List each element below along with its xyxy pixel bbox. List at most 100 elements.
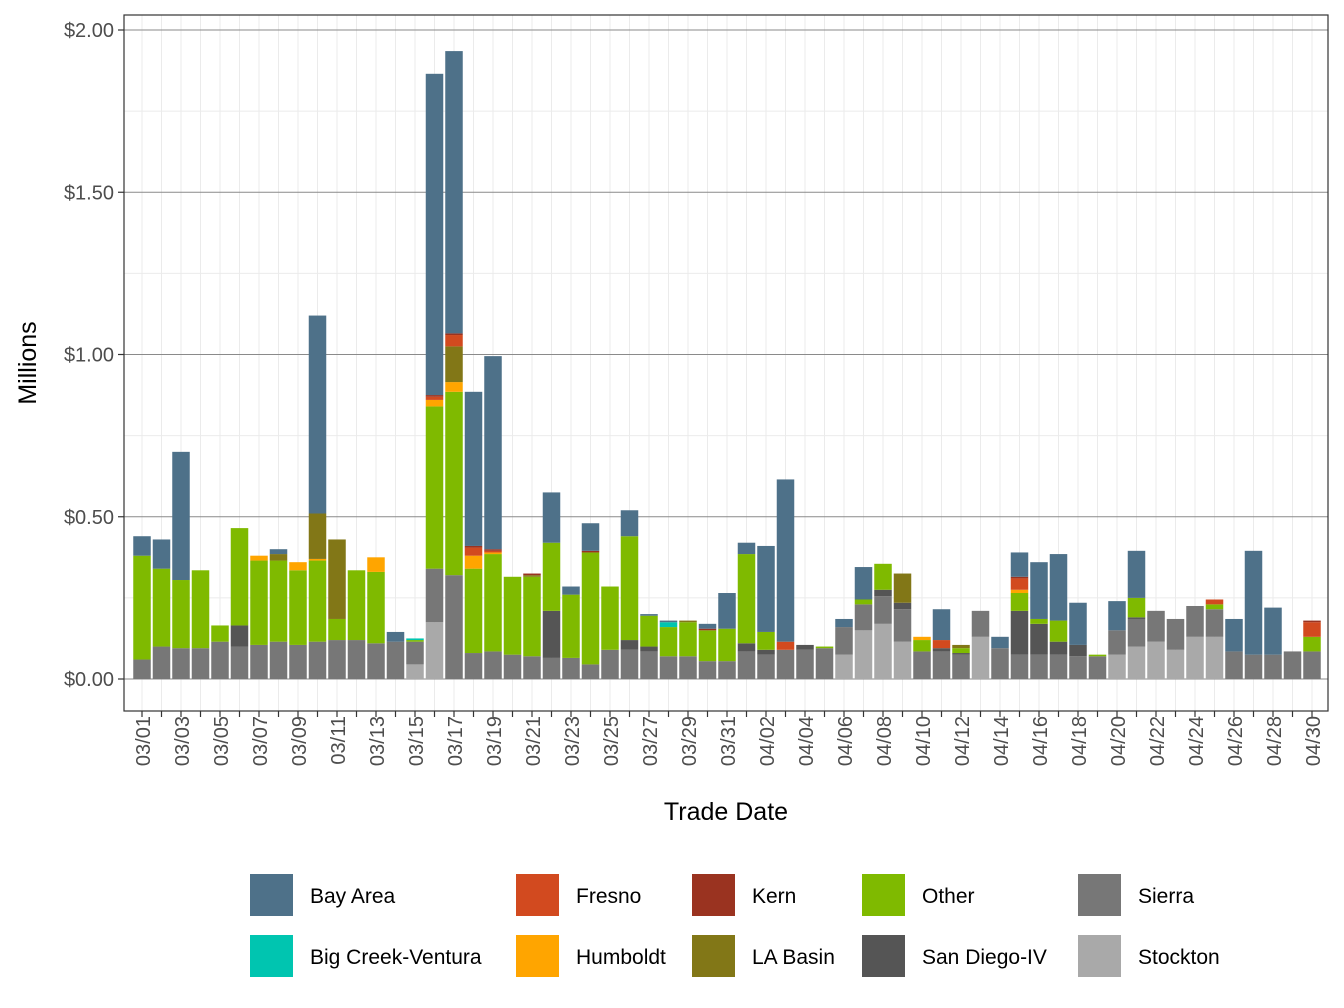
bar-segment-humboldt — [367, 557, 385, 572]
bar-segment-bay-area — [854, 567, 873, 600]
bar-segment-sierra — [425, 568, 444, 623]
bar-segment-san-diego-iv — [1049, 641, 1068, 655]
bar-segment-other — [191, 570, 210, 649]
x-tick-label: 03/15 — [406, 716, 428, 766]
legend: Bay Area Fresno Kern Other Sierra Big Creek-V… — [250, 874, 1220, 977]
bar-segment-stockton — [854, 630, 873, 679]
x-axis-title: Trade Date — [664, 798, 788, 826]
bar-segment-bay-area — [737, 542, 756, 555]
bar-segment-sierra — [601, 649, 619, 679]
y-tick-label: $0.00 — [64, 669, 114, 691]
bar-segment-other — [367, 571, 385, 644]
bar-segment-other — [640, 615, 658, 647]
bar-segment-other — [484, 554, 502, 652]
bar-segment-other — [562, 594, 580, 658]
bar-segment-sierra — [893, 609, 912, 642]
bar-segment-stockton — [1186, 636, 1204, 679]
bar-segment-humboldt — [289, 562, 307, 571]
bar-segment-sierra — [1225, 651, 1243, 679]
y-tick-label: $1.00 — [64, 345, 114, 367]
bar-segment-la-basin — [952, 644, 970, 649]
bar-segment-san-diego-iv — [1010, 610, 1029, 655]
bar-segment-sierra — [659, 656, 678, 679]
x-tick-label: 03/05 — [211, 716, 233, 766]
bar-segment-other — [679, 622, 697, 657]
bar-segment-other — [1205, 604, 1224, 610]
bar-segment-la-basin — [445, 346, 463, 383]
legend-label-san-diego-iv: San Diego-IV — [922, 946, 1047, 969]
x-tick-label: 04/30 — [1303, 716, 1325, 766]
bar-segment-la-basin — [328, 539, 346, 619]
x-tick-label: 03/17 — [445, 716, 467, 766]
bar-segment-sierra — [757, 654, 775, 679]
bar-segment-fresno — [445, 335, 463, 347]
bar-segment-stockton — [971, 636, 990, 679]
bar-segment-fresno — [464, 547, 483, 556]
legend-label-sierra: Sierra — [1138, 885, 1194, 908]
bar-segment-stockton — [1205, 636, 1224, 679]
legend-label-kern: Kern — [752, 885, 796, 908]
bar-segment-sierra — [289, 644, 307, 679]
bar-segment-san-diego-iv — [757, 649, 775, 655]
bar-segment-other — [445, 391, 463, 576]
bar-segment-sierra — [523, 656, 541, 679]
bar-segment-humboldt — [425, 399, 444, 407]
bar-segment-san-diego-iv — [874, 589, 892, 597]
bar-segment-stockton — [835, 654, 853, 679]
bar-segment-kern — [484, 549, 502, 551]
x-tick-label: 04/18 — [1069, 716, 1091, 766]
bar-segment-other — [620, 536, 639, 641]
bar-segment-other — [718, 628, 736, 662]
x-tick-label: 04/28 — [1264, 716, 1286, 766]
x-tick-label: 04/10 — [913, 716, 935, 766]
bar-segment-bay-area — [698, 623, 717, 629]
bar-segment-sierra — [718, 661, 736, 679]
bar-segment-sierra — [133, 659, 151, 679]
bar-segment-sierra — [1010, 654, 1029, 679]
x-tick-label: 04/24 — [1186, 716, 1208, 766]
x-tick-label: 04/08 — [874, 716, 896, 766]
bar-segment-sierra — [230, 646, 249, 679]
bar-segment-sierra — [367, 643, 385, 679]
bar-segment-kern — [1010, 576, 1029, 579]
bar-segment-la-basin — [269, 554, 288, 561]
bar-segment-fresno — [1010, 578, 1029, 590]
bar-segment-other — [503, 576, 522, 655]
bar-segment-sierra — [562, 657, 580, 679]
legend-label-humboldt: Humboldt — [576, 946, 666, 969]
bar-segment-sierra — [211, 641, 229, 679]
bar-segment-bay-area — [269, 549, 288, 555]
bar-segment-sierra — [874, 596, 892, 624]
bar-segment-bay-area — [1069, 602, 1087, 645]
bar-segment-bay-area — [718, 593, 736, 629]
bar-segment-other — [464, 568, 483, 654]
bar-segment-other — [1049, 620, 1068, 642]
bar-segment-sierra — [679, 656, 697, 679]
x-tick-label: 04/12 — [952, 716, 974, 766]
bar-segment-la-basin — [308, 513, 327, 559]
bar-segment-sierra — [1166, 618, 1185, 650]
bar-segment-other — [913, 640, 931, 652]
bar-segment-kern — [445, 333, 463, 336]
legend-key-stockton — [1078, 935, 1121, 977]
bar-segment-bay-area — [1244, 550, 1263, 655]
y-tick-label: $1.50 — [64, 182, 114, 204]
bar-segment-other — [601, 586, 619, 650]
bar-segment-bay-area — [1127, 550, 1146, 598]
bar-segment-sierra — [1069, 656, 1087, 679]
bar-segment-other — [815, 646, 834, 649]
bar-segment-stockton — [874, 623, 892, 679]
bar-segment-sierra — [328, 640, 346, 679]
bar-segment-sierra — [796, 649, 814, 679]
legend-key-bay-area — [250, 874, 293, 916]
x-tick-label: 03/23 — [562, 716, 584, 766]
bar-segment-sierra — [776, 649, 795, 679]
bar-segment-stockton — [425, 622, 444, 679]
bar-segment-bay-area — [562, 586, 580, 595]
bar-segment-sierra — [152, 646, 171, 679]
bar-segment-sierra — [464, 653, 483, 679]
bar-segment-bay-area — [1049, 554, 1068, 621]
bar-segment-sierra — [854, 604, 873, 631]
legend-label-big-creek-ventura: Big Creek-Ventura — [310, 946, 482, 969]
